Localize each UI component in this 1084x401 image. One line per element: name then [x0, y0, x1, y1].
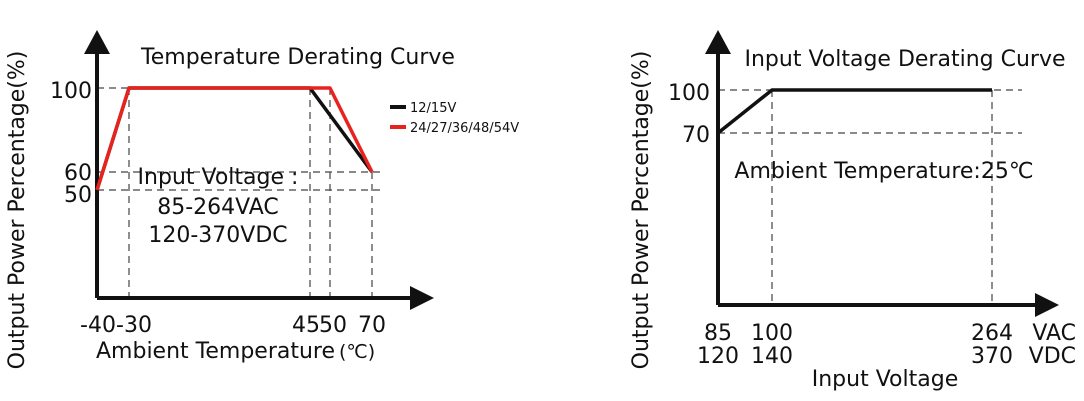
y-tick-label: 70	[682, 123, 710, 148]
y-tick-label: 100	[668, 81, 710, 106]
series-line-24-54v	[95, 86, 374, 191]
annotation-dc-range: 120-370VDC	[148, 223, 287, 248]
x-unit-ac: VAC	[1032, 321, 1076, 346]
x-axis-label: Input Voltage	[812, 367, 958, 392]
chart-title: Input Voltage Derating Curve	[744, 47, 1065, 72]
input-voltage-derating-chart: Input Voltage Derating Curve 100 70 Ambi…	[629, 30, 1076, 392]
annotation-ac-range: 85-264VAC	[157, 195, 279, 220]
legend-label: 24/27/36/48/54V	[410, 121, 519, 136]
legend: 12/15V 24/27/36/48/54V	[390, 101, 519, 136]
y-axis-label: Output Power Percentage(%)	[5, 51, 30, 370]
y-tick-label: 60	[64, 161, 92, 186]
left-axes	[84, 30, 434, 310]
chart-title: Temperature Derating Curve	[140, 45, 455, 70]
y-tick-label: 50	[64, 183, 92, 208]
y-tick-label: 100	[50, 79, 92, 104]
x-tick-label-ac: 264	[971, 321, 1013, 346]
x-tick-label-ac: 100	[751, 321, 793, 346]
x-tick-label-ac: 85	[704, 321, 732, 346]
x-axis-label: Ambient Temperature (℃)	[96, 339, 375, 364]
x-tick-label: -30	[116, 313, 152, 338]
x-tick-label: 45	[292, 313, 320, 338]
x-tick-label-dc: 370	[971, 344, 1013, 369]
x-tick-label-dc: 120	[697, 344, 739, 369]
legend-label: 12/15V	[410, 101, 456, 116]
annotation-ambient-temperature: Ambient Temperature:25℃	[734, 159, 1033, 184]
series-line-input-voltage	[716, 88, 992, 135]
x-tick-label: 70	[358, 313, 386, 338]
temperature-derating-chart: Temperature Derating Curve 100 60 50 -40…	[5, 30, 519, 369]
x-unit-dc: VDC	[1029, 344, 1076, 369]
right-axes	[705, 30, 1059, 317]
x-tick-label-dc: 140	[751, 344, 793, 369]
x-tick-label: 50	[319, 313, 347, 338]
y-axis-label: Output Power Percentage(%)	[629, 51, 654, 370]
annotation-input-voltage: Input Voltage :	[138, 165, 299, 190]
left-guides	[97, 87, 385, 298]
x-tick-label: -40	[80, 313, 116, 338]
right-guides	[718, 89, 1022, 305]
